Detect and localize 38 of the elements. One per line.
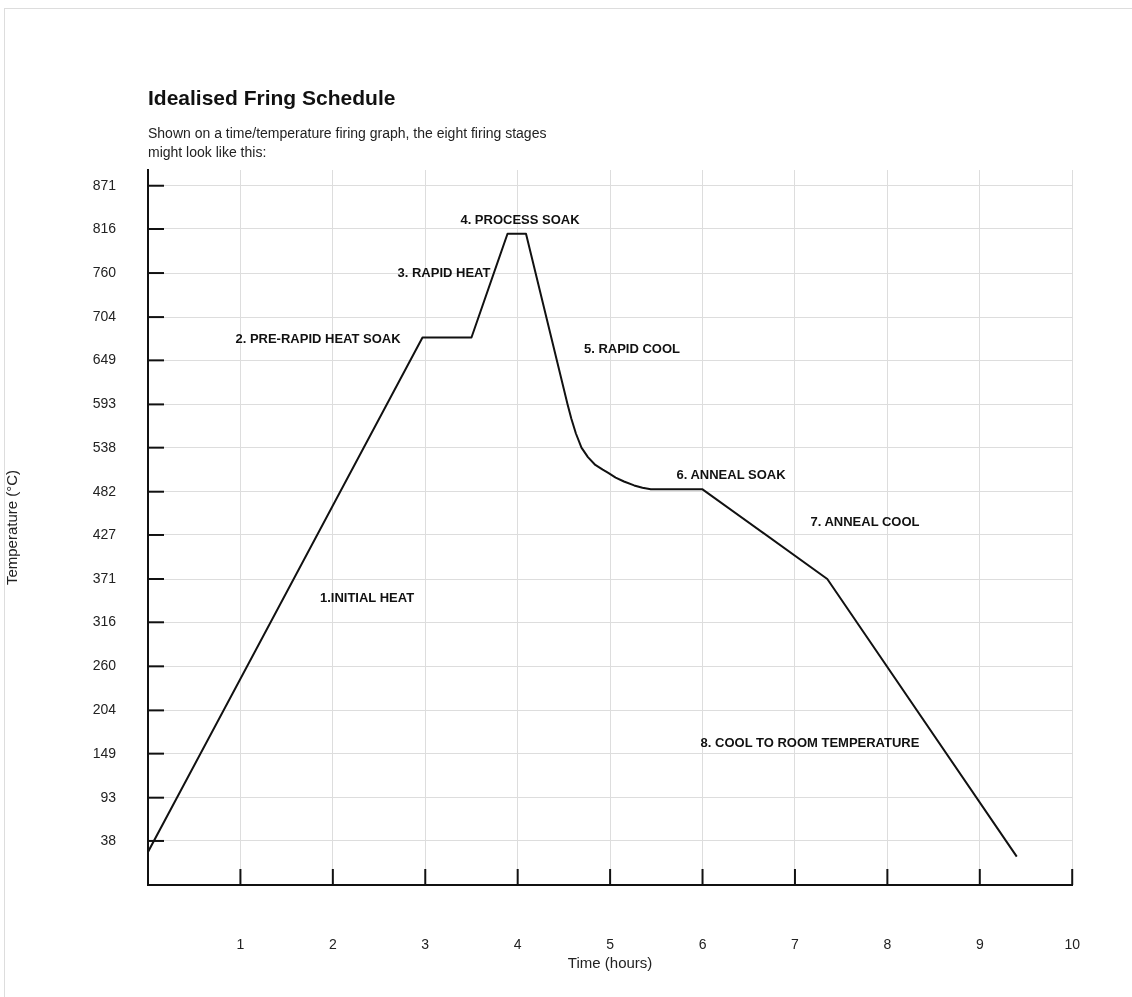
chart-title: Idealised Fring Schedule <box>148 86 396 110</box>
annotation: 8. COOL TO ROOM TEMPERATURE <box>700 734 920 750</box>
annotation: 5. RAPID COOL <box>583 340 681 356</box>
y-tick-label: 760 <box>92 263 117 280</box>
x-tick-label: 1 <box>236 936 245 953</box>
annotation: 6. ANNEAL SOAK <box>676 466 787 482</box>
y-tick-label: 149 <box>92 744 117 761</box>
x-tick-label: 3 <box>421 936 430 953</box>
x-tick-label: 10 <box>1064 936 1081 953</box>
annotation: 1.INITIAL HEAT <box>319 589 415 605</box>
y-tick-label: 204 <box>92 701 117 718</box>
chart-subtitle: Shown on a time/temperature firing graph, the eight firing stages might look like this: <box>148 124 548 162</box>
annotation: 2. PRE-RAPID HEAT SOAK <box>235 330 402 346</box>
y-tick-label: 593 <box>92 395 117 412</box>
y-tick-label: 316 <box>92 613 117 630</box>
x-tick-label: 6 <box>698 936 707 953</box>
y-tick-label: 538 <box>92 438 117 455</box>
x-tick-label: 8 <box>883 936 892 953</box>
x-tick-label: 7 <box>791 936 800 953</box>
x-tick-label: 9 <box>975 936 984 953</box>
y-tick-label: 871 <box>92 176 117 193</box>
y-tick-label: 482 <box>92 482 117 499</box>
x-axis-title: Time (hours) <box>567 954 653 972</box>
y-tick-label: 649 <box>92 351 117 368</box>
annotation: 4. PROCESS SOAK <box>460 211 581 227</box>
y-tick-label: 704 <box>92 307 117 324</box>
y-tick-label: 38 <box>100 831 117 848</box>
x-tick-label: 4 <box>513 936 522 953</box>
x-tick-label: 2 <box>328 936 337 953</box>
y-tick-label: 816 <box>92 219 117 236</box>
annotation: 3. RAPID HEAT <box>397 264 491 280</box>
y-tick-label: 260 <box>92 657 117 674</box>
y-axis-title: Temperature (°C) <box>3 469 21 586</box>
annotation: 7. ANNEAL COOL <box>810 513 920 529</box>
x-tick-label: 5 <box>606 936 615 953</box>
y-tick-label: 371 <box>92 569 117 586</box>
y-tick-label: 93 <box>100 788 117 805</box>
y-tick-label: 427 <box>92 525 117 542</box>
